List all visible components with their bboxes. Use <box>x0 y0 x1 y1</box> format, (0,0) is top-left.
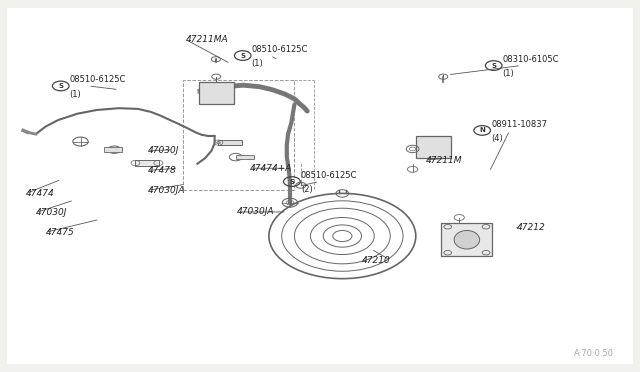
Text: 47030J: 47030J <box>148 146 179 155</box>
Text: 08911-10837: 08911-10837 <box>491 119 547 129</box>
Text: 47030J: 47030J <box>36 208 67 217</box>
Text: 47211M: 47211M <box>426 155 462 164</box>
Text: (1): (1) <box>70 90 81 99</box>
Text: S: S <box>492 62 496 68</box>
Text: 47212: 47212 <box>516 223 545 232</box>
Text: 47030JA: 47030JA <box>237 208 275 217</box>
Circle shape <box>216 141 220 144</box>
Text: (1): (1) <box>252 59 264 68</box>
Text: N: N <box>479 127 485 134</box>
Bar <box>218 140 242 145</box>
Text: S: S <box>240 52 245 58</box>
Text: 47474+A: 47474+A <box>250 164 292 173</box>
Ellipse shape <box>454 231 479 249</box>
Text: 47475: 47475 <box>45 228 74 237</box>
Bar <box>182 80 294 190</box>
Bar <box>104 147 122 152</box>
Text: S: S <box>58 83 63 89</box>
Bar <box>416 136 451 158</box>
Text: (2): (2) <box>301 185 312 194</box>
Text: S: S <box>289 179 294 185</box>
Text: 47210: 47210 <box>362 256 390 264</box>
Bar <box>135 160 159 166</box>
Text: 08510-6125C: 08510-6125C <box>70 75 126 84</box>
Text: (4): (4) <box>491 134 503 143</box>
Bar <box>198 82 234 105</box>
Text: 08510-6125C: 08510-6125C <box>252 45 308 54</box>
Text: (1): (1) <box>502 69 515 78</box>
Text: 08510-6125C: 08510-6125C <box>301 171 357 180</box>
Text: 47478: 47478 <box>148 166 177 175</box>
Bar <box>236 155 253 159</box>
Text: 47030JA: 47030JA <box>148 186 185 195</box>
Text: A·70·0.50: A·70·0.50 <box>574 349 614 358</box>
Text: 47474: 47474 <box>26 189 55 198</box>
Bar <box>442 223 492 256</box>
Text: 47211MA: 47211MA <box>186 35 228 44</box>
Text: 08310-6105C: 08310-6105C <box>502 55 559 64</box>
